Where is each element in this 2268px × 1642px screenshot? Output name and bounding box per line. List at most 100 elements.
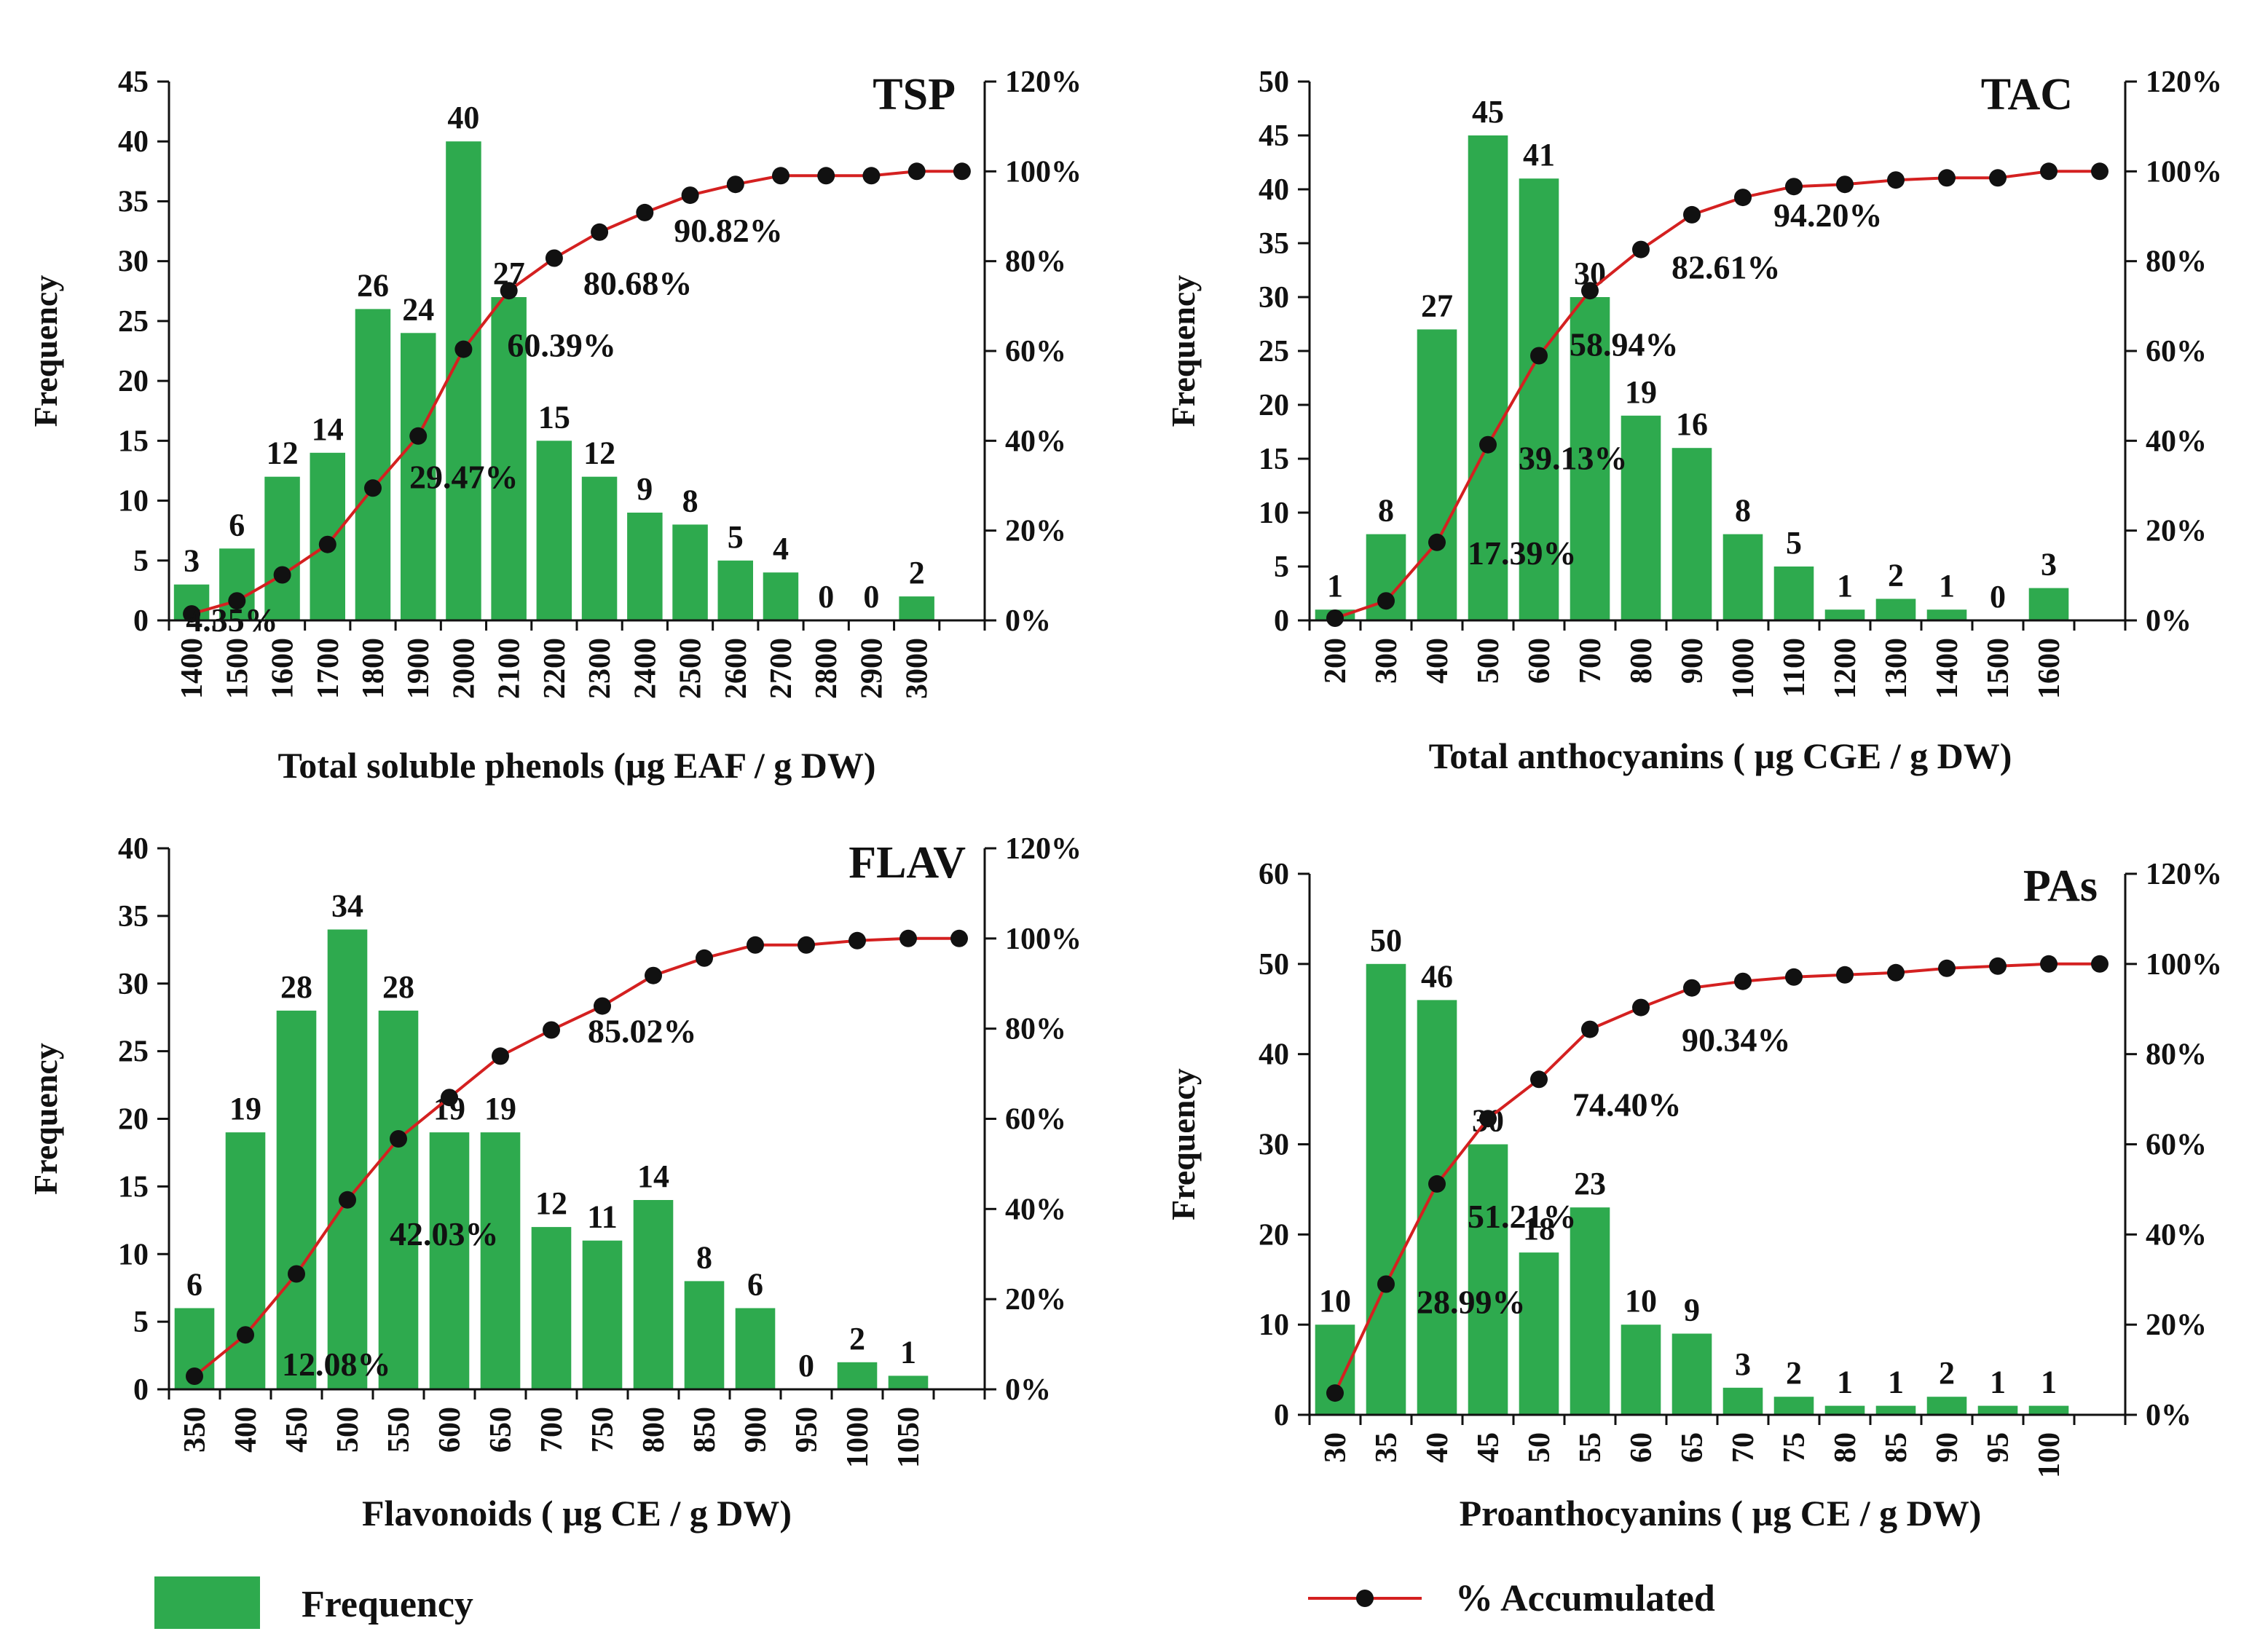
x-tick-label: 70 — [1727, 1432, 1760, 1463]
x-tick-label: 100 — [2033, 1432, 2066, 1478]
y-tick-label: 10 — [118, 1238, 149, 1271]
cumulative-point — [591, 223, 609, 241]
x-tick-label: 1000 — [841, 1407, 875, 1468]
x-tick-label: 750 — [586, 1407, 620, 1453]
cumulative-point — [594, 997, 611, 1015]
cumulative-point — [2040, 162, 2058, 181]
bar-value-label: 0 — [863, 579, 879, 615]
y-tick-label: 30 — [1259, 281, 1289, 315]
cumulative-point — [237, 1326, 254, 1344]
y2-tick-label: 20% — [2146, 1309, 2207, 1342]
bar-value-label: 19 — [229, 1091, 261, 1126]
cumulative-point — [186, 1367, 203, 1385]
bar-tsp-2300 — [581, 476, 618, 620]
cumulative-point — [645, 966, 662, 984]
cumulative-point — [1581, 1020, 1599, 1038]
bar-tsp-2000 — [446, 141, 481, 620]
x-tick-label: 600 — [433, 1407, 467, 1453]
bar-tsp-3000 — [899, 596, 934, 620]
cumulative-point — [492, 1047, 509, 1065]
cumulative-point — [1887, 171, 1905, 189]
bar-tac-1200 — [1824, 609, 1865, 620]
bar-value-label: 14 — [637, 1159, 669, 1194]
bar-tac-900 — [1672, 448, 1712, 620]
cumulative-point — [1938, 959, 1956, 977]
cumulative-point — [1989, 169, 2007, 187]
y-tick-label: 5 — [133, 545, 149, 578]
bar-value-label: 3 — [1735, 1346, 1751, 1382]
x-tick-label: 50 — [1523, 1432, 1556, 1463]
bar-value-label: 1 — [1327, 568, 1343, 604]
x-tick-label: 500 — [1472, 638, 1505, 684]
x-tick-label: 2100 — [493, 638, 527, 699]
x-tick-label: 700 — [1574, 638, 1607, 684]
cumulative-point — [364, 479, 382, 497]
x-tick-label: 60 — [1625, 1432, 1658, 1463]
bar-tac-1100 — [1773, 567, 1814, 620]
y2-tick-label: 40% — [2146, 1218, 2207, 1252]
y2-tick-label: 120% — [1005, 832, 1082, 866]
bar-tac-800 — [1621, 415, 1661, 620]
cumulative-point — [1377, 592, 1395, 610]
bar-value-label: 1 — [1990, 1365, 2006, 1400]
y-tick-label: 35 — [118, 185, 149, 218]
y-tick-label: 30 — [1259, 1129, 1289, 1162]
cumulative-point — [1581, 282, 1599, 300]
cumulative-line-tac — [1334, 170, 2100, 620]
x-tick-label: 2400 — [629, 638, 662, 699]
y2-tick-label: 60% — [2146, 335, 2207, 368]
y-tick-label: 20 — [1259, 1218, 1289, 1252]
legend: Frequency % Accumulated — [154, 1576, 1715, 1629]
y-tick-label: 40 — [1259, 1038, 1289, 1072]
bar-value-label: 2 — [909, 555, 925, 591]
y2-tick-label: 100% — [2146, 155, 2222, 189]
bar-flav-750 — [582, 1240, 623, 1389]
x-tick-label: 1500 — [1982, 638, 2015, 699]
bar-value-label: 8 — [1735, 493, 1751, 529]
bar-value-label: 1 — [900, 1334, 916, 1370]
cumulative-percent-label: 29.47% — [409, 458, 519, 495]
bar-value-label: 1 — [1939, 568, 1955, 604]
x-tick-label: 350 — [178, 1407, 212, 1453]
legend-accumulated-marker — [1356, 1590, 1374, 1607]
bar-value-label: 9 — [637, 471, 653, 507]
x-tick-label: 1600 — [267, 638, 300, 699]
y2-tick-label: 40% — [1005, 425, 1066, 458]
x-tick-label: 1900 — [402, 638, 436, 699]
y2-tick-label: 0% — [2146, 1399, 2192, 1432]
x-tick-label: 300 — [1370, 638, 1403, 684]
bar-pas-35 — [1366, 963, 1406, 1415]
bar-value-label: 19 — [1625, 374, 1657, 410]
x-tick-label: 55 — [1574, 1432, 1607, 1463]
y-axis-title: Frequency — [27, 1043, 64, 1195]
cumulative-point — [1632, 998, 1650, 1017]
x-tick-label: 850 — [688, 1407, 722, 1453]
bar-pas-95 — [1977, 1405, 2018, 1415]
y-tick-label: 35 — [1259, 227, 1289, 261]
x-tick-label: 35 — [1370, 1432, 1403, 1463]
cumulative-point — [2040, 955, 2058, 973]
y2-tick-label: 0% — [2146, 604, 2192, 638]
bar-flav-550 — [378, 1010, 419, 1389]
y-tick-label: 40 — [1259, 173, 1289, 207]
chart-title-flav: FLAV — [848, 838, 966, 888]
cumulative-percent-label: 82.61% — [1672, 249, 1781, 286]
cumulative-point — [848, 931, 866, 950]
y-tick-label: 15 — [1259, 443, 1289, 476]
x-tick-label: 450 — [280, 1407, 314, 1453]
y-tick-label: 60 — [1259, 858, 1289, 891]
cumulative-percent-label: 12.08% — [282, 1346, 391, 1383]
x-tick-label: 2000 — [447, 638, 481, 699]
bar-flav-450 — [276, 1010, 317, 1389]
y-tick-label: 15 — [118, 1170, 149, 1204]
x-axis-title: Total anthocyanins ( µg CGE / g DW) — [1429, 735, 2012, 776]
x-axis-title: Total soluble phenols (µg EAF / g DW) — [277, 745, 875, 786]
bar-pas-60 — [1621, 1325, 1661, 1415]
x-tick-label: 2900 — [855, 638, 889, 699]
bar-value-label: 1 — [1837, 1365, 1853, 1400]
y-tick-label: 50 — [1259, 948, 1289, 982]
x-axis-title: Flavonoids ( µg CE / g DW) — [362, 1493, 792, 1534]
